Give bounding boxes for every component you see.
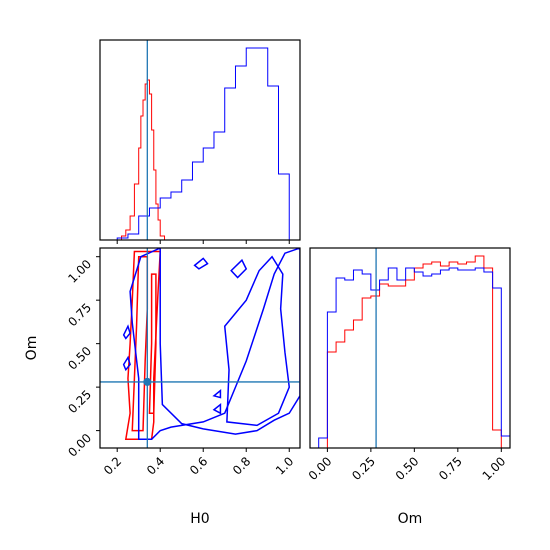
contour-series-1-5 <box>193 257 209 270</box>
x-tick-label: 0.4 <box>144 454 167 477</box>
x-axis-label-om: Om <box>398 511 423 527</box>
contour-layer <box>100 248 300 448</box>
joint-panel: 0.2 0.4 0.6 0.8 1.0 0.000.250.500.751.00 H0 … <box>24 247 301 527</box>
x-tick-label: 0.6 <box>187 454 210 477</box>
x-tick-label: 0.75 <box>436 454 465 483</box>
x-tick-label: 0.00 <box>306 454 335 483</box>
y-tick-label: 0.50 <box>65 344 94 373</box>
contour-series-1-1 <box>223 255 291 427</box>
h0-marginal-panel <box>99 39 301 244</box>
x-tick-label: 0.25 <box>349 454 378 483</box>
om-marginal-frame <box>309 247 511 449</box>
x-tick-label: 1.0 <box>273 454 296 477</box>
x-tick-label: 0.8 <box>230 454 253 477</box>
contour-series-1-3 <box>122 355 131 372</box>
om-marginal-panel: 0.00 0.25 0.50 0.75 1.00 Om <box>306 247 511 527</box>
contour-series-1-6 <box>212 402 222 415</box>
x-tick-label: 0.50 <box>393 454 422 483</box>
joint-frame <box>99 247 301 449</box>
contour-series-1-0 <box>129 248 300 441</box>
histogram-series-0 <box>326 255 502 448</box>
truth-point <box>143 377 152 386</box>
contour-series-1-7 <box>212 389 222 399</box>
histogram-series-1 <box>116 47 300 241</box>
histogram-series-1 <box>318 267 511 448</box>
contour-series-0-2 <box>148 273 157 414</box>
y-tick-label: 0.25 <box>65 387 94 416</box>
x-axis-label-h0: H0 <box>190 511 209 527</box>
y-tick-label: 0.75 <box>65 300 94 329</box>
h0-marginal-frame <box>99 39 301 241</box>
x-tick-label: 0.2 <box>101 454 124 477</box>
y-tick-label: 1.00 <box>65 257 94 286</box>
y-axis-label-om: Om <box>24 336 40 361</box>
y-tick-label: 0.00 <box>65 431 94 460</box>
x-tick-label: 1.00 <box>480 454 509 483</box>
contour-series-1-4 <box>230 258 248 279</box>
contour-series-1-2 <box>122 324 131 340</box>
histogram-series-0 <box>117 79 166 241</box>
